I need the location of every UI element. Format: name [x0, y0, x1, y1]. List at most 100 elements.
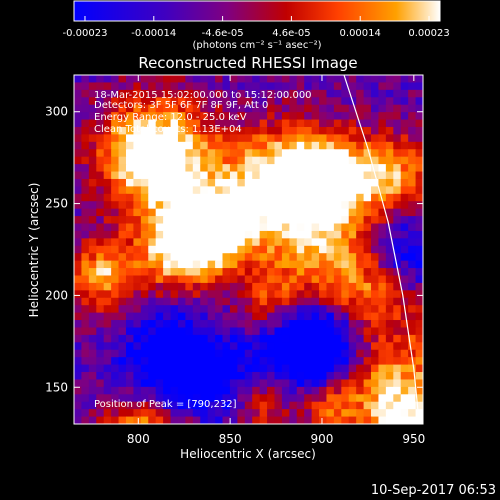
- heatmap-cell: [170, 238, 179, 247]
- heatmap-cell: [133, 320, 142, 329]
- heatmap-cell: [103, 342, 112, 351]
- heatmap-cell: [170, 75, 179, 84]
- heatmap-cell: [237, 82, 246, 91]
- heatmap-cell: [356, 75, 365, 84]
- heatmap-cell: [125, 223, 135, 232]
- x-tick-label: 950: [402, 432, 425, 446]
- heatmap-cell: [356, 394, 365, 403]
- heatmap-cell: [148, 372, 157, 381]
- heatmap-cell: [118, 275, 127, 284]
- heatmap-cell: [170, 164, 179, 173]
- heatmap-cell: [192, 409, 201, 418]
- heatmap-cell: [81, 230, 90, 239]
- heatmap-cell: [192, 305, 201, 314]
- heatmap-cell: [237, 290, 246, 299]
- heatmap-cell: [400, 126, 409, 136]
- heatmap-cell: [103, 372, 112, 381]
- heatmap-cell: [326, 305, 335, 314]
- heatmap-cell: [385, 364, 394, 373]
- heatmap-cell: [341, 216, 350, 225]
- heatmap-cell: [140, 305, 149, 314]
- heatmap-cell: [259, 253, 268, 262]
- heatmap-cell: [378, 379, 387, 388]
- heatmap-cell: [333, 364, 342, 373]
- heatmap-cell: [244, 268, 253, 277]
- heatmap-cell: [281, 156, 290, 165]
- heatmap-cell: [333, 357, 342, 366]
- heatmap-cell: [185, 126, 194, 136]
- heatmap-cell: [363, 230, 372, 239]
- heatmap-cell: [81, 208, 90, 217]
- heatmap-cell: [140, 119, 149, 128]
- heatmap-cell: [74, 245, 83, 254]
- heatmap-cell: [326, 134, 335, 143]
- heatmap-cell: [192, 386, 201, 395]
- heatmap-cell: [229, 208, 238, 217]
- colorbar-tick-label: 0.00014: [340, 28, 381, 39]
- heatmap-cell: [215, 394, 224, 403]
- heatmap-cell: [415, 193, 423, 202]
- heatmap-cell: [222, 372, 231, 381]
- heatmap-cell: [229, 112, 238, 121]
- heatmap-cell: [341, 126, 350, 136]
- heatmap-cell: [252, 208, 261, 217]
- heatmap-cell: [385, 104, 394, 113]
- heatmap-cell: [96, 75, 105, 84]
- heatmap-cell: [103, 409, 112, 418]
- heatmap-cell: [207, 372, 216, 381]
- heatmap-cell: [348, 416, 357, 424]
- heatmap-cell: [341, 282, 350, 291]
- heatmap-cell: [155, 253, 164, 262]
- heatmap-cell: [371, 379, 380, 388]
- heatmap-cell: [259, 297, 268, 306]
- heatmap-cell: [304, 282, 313, 291]
- heatmap-cell: [163, 201, 172, 210]
- heatmap-cell: [267, 126, 276, 136]
- heatmap-cell: [155, 364, 164, 373]
- heatmap-cell: [177, 134, 186, 143]
- heatmap-cell: [74, 282, 83, 291]
- heatmap-cell: [289, 372, 298, 381]
- heatmap-cell: [311, 297, 320, 306]
- heatmap-cell: [133, 253, 142, 262]
- heatmap-cell: [81, 97, 90, 106]
- heatmap-cell: [267, 297, 276, 306]
- heatmap-cell: [393, 238, 402, 247]
- heatmap-cell: [348, 290, 357, 299]
- heatmap-cell: [140, 230, 149, 239]
- heatmap-cell: [244, 320, 253, 329]
- heatmap-cell: [111, 104, 120, 113]
- heatmap-cell: [363, 342, 372, 351]
- heatmap-cell: [281, 379, 290, 388]
- heatmap-cell: [170, 97, 179, 106]
- heatmap-cell: [163, 260, 172, 269]
- heatmap-cell: [133, 342, 142, 351]
- heatmap-cell: [319, 401, 328, 410]
- heatmap-cell: [140, 297, 149, 306]
- heatmap-cell: [252, 171, 261, 180]
- heatmap-cell: [281, 89, 290, 98]
- heatmap-cell: [289, 223, 298, 232]
- heatmap-cell: [281, 268, 290, 277]
- heatmap-cell: [96, 312, 105, 321]
- heatmap-cell: [81, 178, 90, 187]
- heatmap-cell: [385, 178, 394, 187]
- heatmap-cell: [363, 282, 372, 291]
- heatmap-cell: [371, 75, 380, 84]
- heatmap-cell: [96, 238, 105, 247]
- heatmap-cell: [333, 97, 342, 106]
- heatmap-cell: [215, 379, 224, 388]
- heatmap-cell: [274, 349, 283, 358]
- heatmap-cell: [371, 104, 380, 113]
- heatmap-cell: [229, 268, 238, 277]
- heatmap-cell: [103, 334, 112, 343]
- heatmap-cell: [415, 364, 423, 373]
- heatmap-cell: [200, 112, 209, 121]
- heatmap-cell: [103, 275, 112, 284]
- heatmap-cell: [74, 334, 83, 343]
- heatmap-cell: [81, 394, 90, 403]
- heatmap-cell: [304, 201, 313, 210]
- heatmap-cell: [177, 104, 186, 113]
- heatmap-cell: [170, 149, 179, 158]
- heatmap-cell: [111, 193, 120, 202]
